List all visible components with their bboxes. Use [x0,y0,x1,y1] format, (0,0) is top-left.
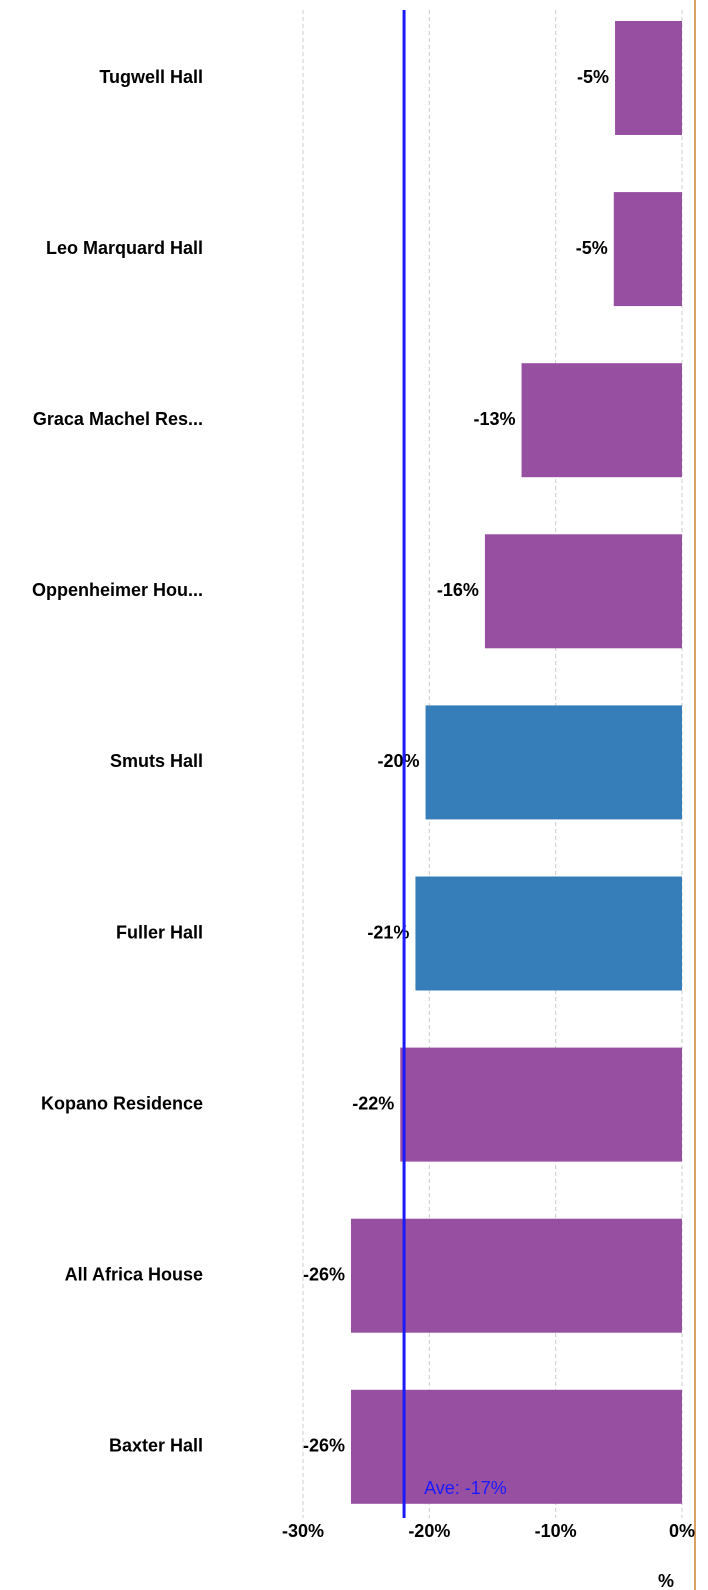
value-label: -5% [576,238,608,258]
value-label: -22% [352,1093,394,1113]
bar [415,876,682,991]
bar [351,1218,682,1333]
average-annotation: Ave: -17% [424,1478,507,1498]
value-label: -21% [367,922,409,942]
bar [615,21,682,135]
value-label: -16% [437,580,479,600]
x-tick-label: 0% [669,1521,695,1541]
x-tick-label: -10% [535,1521,577,1541]
x-axis-label: % [658,1571,674,1590]
category-label: Baxter Hall [109,1436,203,1456]
bar [400,1047,682,1162]
category-label: Leo Marquard Hall [46,238,203,258]
value-label: -26% [303,1436,345,1456]
bar [521,363,682,478]
category-label: Graca Machel Res... [33,409,203,429]
bar [351,1389,682,1504]
bar [425,705,682,820]
value-label: -5% [577,67,609,87]
bar [484,534,682,649]
category-label: All Africa House [65,1264,203,1284]
value-label: -13% [474,409,516,429]
value-label: -20% [378,751,420,771]
category-label: Oppenheimer Hou... [32,580,203,600]
category-label: Smuts Hall [110,751,203,771]
category-label: Tugwell Hall [99,67,203,87]
x-tick-label: -20% [408,1521,450,1541]
category-label: Fuller Hall [116,922,203,942]
x-tick-label: -30% [282,1521,324,1541]
value-label: -26% [303,1264,345,1284]
bar [613,192,682,307]
category-label: Kopano Residence [41,1093,203,1113]
